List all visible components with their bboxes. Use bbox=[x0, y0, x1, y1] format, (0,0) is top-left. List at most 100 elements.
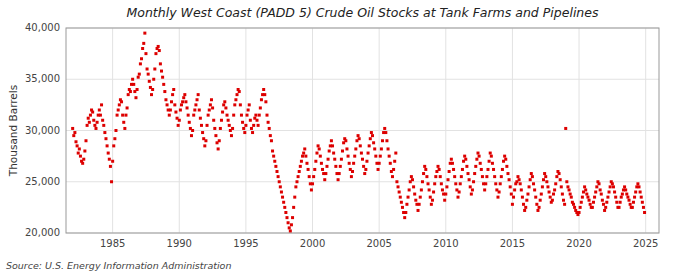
point bbox=[469, 185, 472, 188]
plot-background bbox=[66, 28, 659, 233]
point bbox=[601, 199, 604, 202]
point bbox=[209, 103, 212, 106]
point bbox=[181, 100, 184, 103]
point bbox=[319, 155, 322, 158]
grid bbox=[66, 28, 659, 233]
point bbox=[234, 98, 237, 101]
point bbox=[182, 96, 185, 99]
point bbox=[464, 158, 467, 161]
point bbox=[142, 42, 145, 45]
point bbox=[308, 175, 311, 178]
point bbox=[170, 100, 173, 103]
x-tick-label: 1985 bbox=[100, 238, 125, 249]
point bbox=[180, 103, 183, 106]
point bbox=[160, 70, 163, 73]
point bbox=[238, 90, 241, 93]
point bbox=[367, 152, 370, 155]
point bbox=[391, 175, 394, 178]
point bbox=[393, 160, 396, 163]
point bbox=[640, 196, 643, 199]
point bbox=[535, 203, 538, 206]
point bbox=[232, 114, 235, 117]
point bbox=[621, 193, 624, 196]
point bbox=[351, 170, 354, 173]
point bbox=[638, 185, 641, 188]
point bbox=[159, 62, 162, 65]
point bbox=[615, 201, 618, 204]
point bbox=[457, 196, 460, 199]
x-grid-line bbox=[312, 28, 313, 233]
point bbox=[424, 168, 427, 171]
point bbox=[592, 201, 595, 204]
point bbox=[359, 144, 362, 147]
point bbox=[271, 150, 274, 153]
point bbox=[344, 139, 347, 142]
point bbox=[132, 83, 135, 86]
point bbox=[136, 88, 139, 91]
point bbox=[555, 175, 558, 178]
point bbox=[230, 134, 233, 137]
point bbox=[600, 193, 603, 196]
point bbox=[118, 103, 121, 106]
point bbox=[107, 152, 110, 155]
point bbox=[358, 137, 361, 140]
point bbox=[570, 196, 573, 199]
point bbox=[211, 106, 214, 109]
point bbox=[452, 168, 455, 171]
point bbox=[218, 139, 221, 142]
point bbox=[362, 165, 365, 168]
x-tick-label: 2020 bbox=[566, 238, 591, 249]
point bbox=[500, 175, 503, 178]
point bbox=[183, 93, 186, 96]
point bbox=[558, 172, 561, 175]
point bbox=[100, 103, 103, 106]
point bbox=[120, 100, 123, 103]
point bbox=[398, 191, 401, 194]
point bbox=[613, 191, 616, 194]
point bbox=[89, 114, 92, 117]
point bbox=[534, 196, 537, 199]
point bbox=[418, 203, 421, 206]
point bbox=[373, 147, 376, 150]
point bbox=[511, 203, 514, 206]
point bbox=[476, 152, 479, 155]
point bbox=[554, 182, 557, 185]
point bbox=[388, 155, 391, 158]
point bbox=[641, 201, 644, 204]
point bbox=[589, 203, 592, 206]
x-grid-line bbox=[512, 28, 513, 233]
point bbox=[207, 114, 210, 117]
point bbox=[395, 180, 398, 183]
point bbox=[190, 134, 193, 137]
point bbox=[526, 193, 529, 196]
point bbox=[485, 175, 488, 178]
point bbox=[248, 103, 251, 106]
point bbox=[562, 199, 565, 202]
point bbox=[591, 206, 594, 209]
point bbox=[414, 199, 417, 202]
point bbox=[187, 114, 190, 117]
x-tick-label: 2005 bbox=[366, 238, 391, 249]
point bbox=[357, 134, 360, 137]
point bbox=[221, 111, 224, 114]
point bbox=[629, 203, 632, 206]
plot-frame bbox=[66, 28, 659, 233]
point bbox=[481, 175, 484, 178]
point bbox=[412, 185, 415, 188]
point bbox=[394, 152, 397, 155]
point bbox=[262, 88, 265, 91]
point bbox=[99, 114, 102, 117]
point bbox=[628, 199, 631, 202]
point bbox=[169, 109, 172, 112]
point bbox=[310, 188, 313, 191]
point bbox=[290, 223, 293, 226]
point bbox=[460, 175, 463, 178]
point bbox=[392, 168, 395, 171]
point bbox=[383, 127, 386, 130]
point bbox=[504, 158, 507, 161]
point bbox=[243, 131, 246, 134]
point bbox=[451, 162, 454, 165]
point bbox=[74, 140, 77, 143]
x-grid-line bbox=[245, 28, 246, 233]
point bbox=[374, 155, 377, 158]
